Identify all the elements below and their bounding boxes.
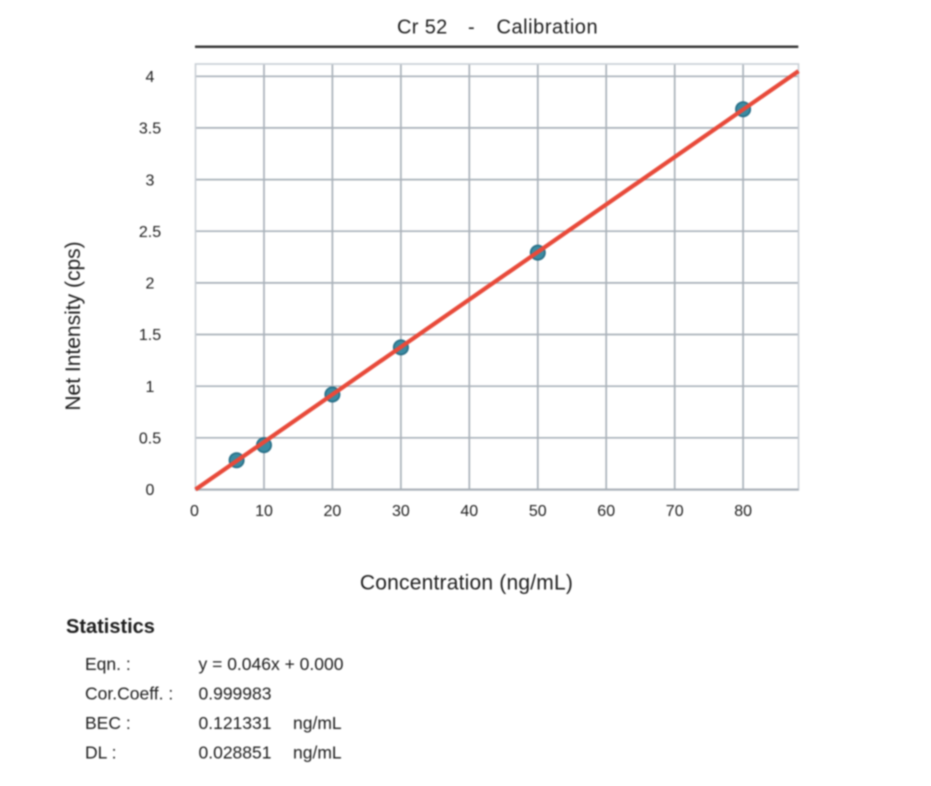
svg-text:80: 80 bbox=[734, 503, 752, 520]
svg-text:Cr 52: Cr 52 bbox=[397, 17, 448, 39]
svg-text:4: 4 bbox=[146, 69, 155, 86]
svg-text:20: 20 bbox=[324, 503, 342, 520]
svg-text:ng/mL: ng/mL bbox=[293, 713, 342, 733]
svg-text:Calibration: Calibration bbox=[497, 17, 599, 39]
svg-text:Cor.Coeff. :: Cor.Coeff. : bbox=[85, 684, 173, 704]
svg-text:60: 60 bbox=[597, 503, 615, 520]
svg-text:Net Intensity (cps): Net Intensity (cps) bbox=[62, 241, 85, 410]
svg-text:0.999983: 0.999983 bbox=[199, 684, 272, 704]
svg-text:2.5: 2.5 bbox=[139, 224, 161, 241]
svg-text:40: 40 bbox=[460, 503, 478, 520]
svg-text:1.5: 1.5 bbox=[139, 327, 161, 344]
svg-text:BEC :: BEC : bbox=[85, 713, 131, 733]
svg-text:1: 1 bbox=[146, 379, 155, 396]
svg-text:2: 2 bbox=[146, 276, 155, 293]
svg-text:0.5: 0.5 bbox=[139, 431, 161, 448]
svg-text:50: 50 bbox=[529, 503, 547, 520]
svg-text:Eqn. :: Eqn. : bbox=[85, 654, 131, 674]
svg-text:DL :: DL : bbox=[85, 743, 116, 763]
svg-text:y = 0.046x + 0.000: y = 0.046x + 0.000 bbox=[199, 654, 344, 674]
svg-text:Statistics: Statistics bbox=[66, 616, 155, 638]
svg-text:10: 10 bbox=[255, 503, 273, 520]
svg-text:0: 0 bbox=[146, 482, 155, 499]
svg-text:-: - bbox=[468, 17, 475, 39]
svg-text:0: 0 bbox=[190, 503, 199, 520]
svg-text:3: 3 bbox=[146, 172, 155, 189]
svg-text:ng/mL: ng/mL bbox=[293, 743, 342, 763]
svg-text:30: 30 bbox=[392, 503, 410, 520]
svg-text:0.028851: 0.028851 bbox=[199, 743, 272, 763]
svg-text:70: 70 bbox=[666, 503, 684, 520]
svg-text:0.121331: 0.121331 bbox=[199, 713, 272, 733]
svg-text:Concentration (ng/mL): Concentration (ng/mL) bbox=[360, 572, 573, 595]
svg-text:3.5: 3.5 bbox=[139, 121, 161, 138]
